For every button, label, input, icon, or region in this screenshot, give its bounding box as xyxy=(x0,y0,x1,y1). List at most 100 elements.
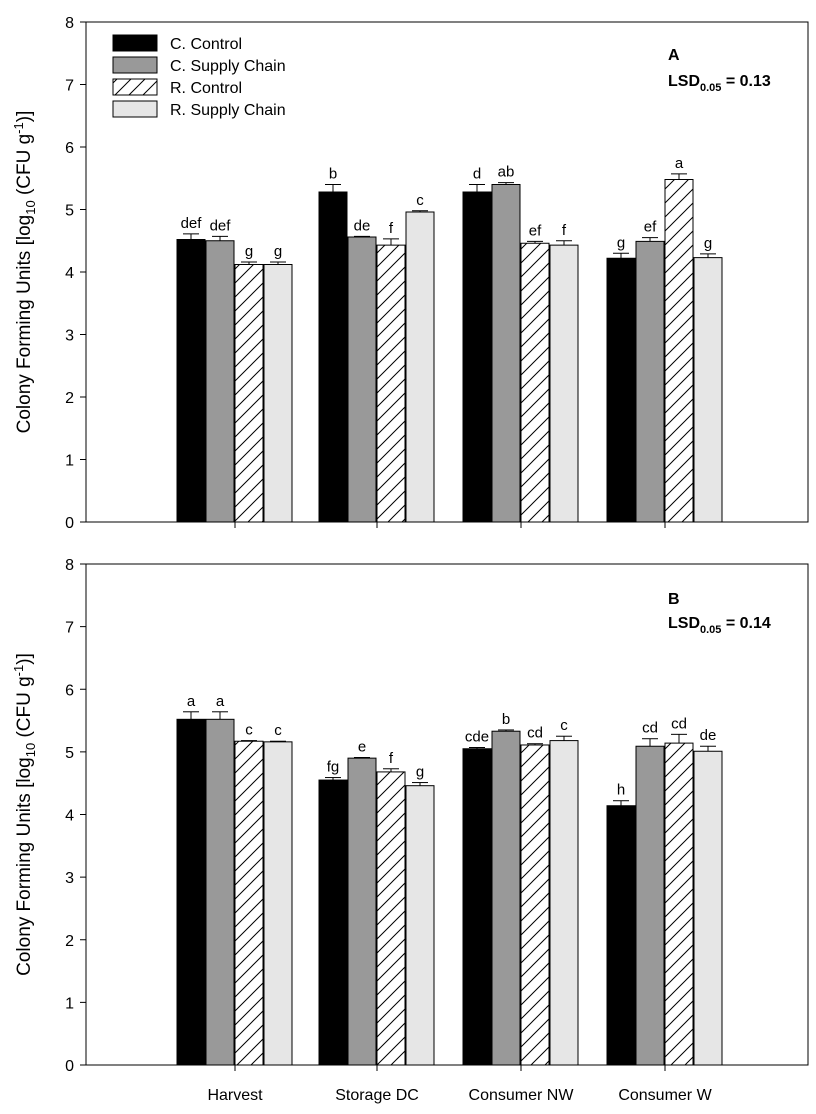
y-tick-label: 7 xyxy=(65,78,74,95)
x-tick-label: Storage DC xyxy=(335,1087,419,1104)
bar xyxy=(664,179,694,523)
significance-letter: f xyxy=(389,220,394,237)
bar xyxy=(606,257,636,523)
bar xyxy=(347,236,377,523)
significance-letter: cd xyxy=(527,725,543,742)
y-tick-label: 6 xyxy=(65,140,74,157)
legend: C. Control C. Supply Chain R. Control R. Su… xyxy=(112,34,286,119)
bar xyxy=(693,750,723,1066)
significance-letter: a xyxy=(675,155,684,172)
x-tick-label: Consumer NW xyxy=(469,1087,575,1104)
significance-letter: de xyxy=(354,217,371,234)
bar xyxy=(205,718,235,1066)
legend-swatch xyxy=(112,34,158,52)
y-tick-label: 1 xyxy=(65,995,74,1012)
significance-letter: b xyxy=(329,166,337,183)
y-tick-label: 7 xyxy=(65,620,74,637)
bar xyxy=(635,240,665,523)
y-axis-label-main: Colony Forming Units [log xyxy=(14,757,35,976)
legend-swatch xyxy=(112,78,158,96)
significance-letter: c xyxy=(560,717,568,734)
significance-letter: g xyxy=(274,243,282,260)
lsd-value: = 0.13 xyxy=(721,73,770,90)
legend-swatch xyxy=(112,56,158,74)
significance-letter: ef xyxy=(644,219,657,236)
legend-swatch xyxy=(112,100,158,118)
y-tick-label: 2 xyxy=(65,933,74,950)
bar xyxy=(234,264,264,523)
bar xyxy=(376,244,406,523)
significance-letter: g xyxy=(704,235,712,252)
y-tick-label: 4 xyxy=(65,265,74,282)
significance-letter: cde xyxy=(465,728,489,745)
y-tick-label: 5 xyxy=(65,745,74,762)
lsd-prefix: LSD xyxy=(668,615,700,632)
significance-letter: def xyxy=(210,217,232,234)
y-axis-label-mid: (CFU g xyxy=(14,676,35,743)
bar xyxy=(606,805,636,1066)
panel-letter: A xyxy=(668,47,680,64)
y-tick-label: 8 xyxy=(65,557,74,574)
bar xyxy=(520,744,550,1066)
bar xyxy=(491,184,521,523)
x-tick-label: Harvest xyxy=(207,1087,263,1104)
significance-letter: b xyxy=(502,711,510,728)
y-tick-label: 4 xyxy=(65,808,74,825)
lsd-annotation: LSD0.05 = 0.14 xyxy=(668,615,771,636)
legend-label: C. Control xyxy=(170,36,242,53)
significance-letter: a xyxy=(216,693,225,710)
significance-letter: def xyxy=(181,215,203,232)
y-tick-label: 0 xyxy=(65,1058,74,1075)
lsd-prefix: LSD xyxy=(668,73,700,90)
y-tick-label: 5 xyxy=(65,203,74,220)
significance-letter: a xyxy=(187,693,196,710)
y-axis-label-sub: 10 xyxy=(23,200,38,214)
y-axis-label-sup: -1 xyxy=(11,122,26,134)
y-axis-label: Colony Forming Units [log10 (CFU g-1)] xyxy=(11,653,38,976)
y-tick-label: 8 xyxy=(65,15,74,32)
bar xyxy=(549,244,579,523)
bar xyxy=(205,240,235,523)
y-tick-label: 0 xyxy=(65,515,74,532)
legend-label: R. Supply Chain xyxy=(170,102,286,119)
significance-letter: cd xyxy=(642,720,658,737)
bar xyxy=(263,741,293,1066)
bar xyxy=(693,257,723,523)
bar xyxy=(263,264,293,523)
significance-letter: g xyxy=(245,243,253,260)
lsd-value: = 0.14 xyxy=(721,615,770,632)
y-axis-label-sup: -1 xyxy=(11,665,26,677)
bar xyxy=(318,779,348,1066)
bar xyxy=(318,191,348,523)
significance-letter: f xyxy=(389,750,394,767)
y-axis-label-sub: 10 xyxy=(23,743,38,757)
significance-letter: h xyxy=(617,782,625,799)
significance-letter: ef xyxy=(529,222,542,239)
x-tick-label: Consumer W xyxy=(618,1087,712,1104)
lsd-subscript: 0.05 xyxy=(700,624,721,636)
legend-label: R. Control xyxy=(170,80,242,97)
bar xyxy=(462,191,492,523)
bar xyxy=(491,730,521,1066)
bar xyxy=(376,771,406,1066)
significance-letter: fg xyxy=(327,759,340,776)
bar xyxy=(549,740,579,1066)
y-tick-label: 3 xyxy=(65,328,74,345)
significance-letter: c xyxy=(245,722,253,739)
lsd-subscript: 0.05 xyxy=(700,82,721,94)
bar xyxy=(347,757,377,1066)
panel-b: 0 1 2 3 4 5 6 7 8 Harvest Storage DC Consumer NW Con… xyxy=(11,557,809,1104)
significance-letter: cd xyxy=(671,715,687,732)
significance-letter: de xyxy=(700,727,717,744)
y-axis-label-main: Colony Forming Units [log xyxy=(14,215,35,434)
lsd-annotation: LSD0.05 = 0.13 xyxy=(668,73,771,94)
significance-letter: d xyxy=(473,166,481,183)
significance-letter: c xyxy=(416,192,424,209)
y-axis-label-end: )] xyxy=(14,653,35,665)
significance-letter: c xyxy=(274,722,282,739)
significance-letter: e xyxy=(358,739,366,756)
legend-label: C. Supply Chain xyxy=(170,58,286,75)
y-tick-label: 3 xyxy=(65,870,74,887)
